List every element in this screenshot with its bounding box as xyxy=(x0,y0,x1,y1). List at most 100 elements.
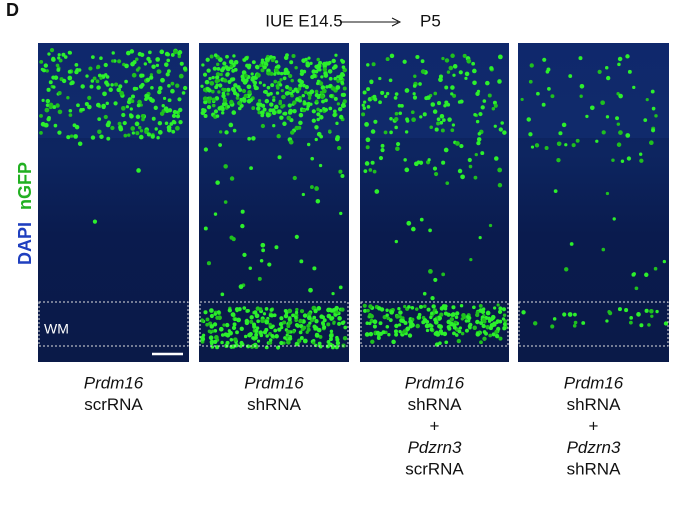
cell xyxy=(173,49,178,55)
cell xyxy=(236,317,241,323)
cell xyxy=(114,82,119,87)
cell xyxy=(294,322,300,328)
cell xyxy=(331,58,336,64)
cell xyxy=(233,337,238,342)
cell xyxy=(277,109,282,114)
cell xyxy=(263,89,268,95)
cell xyxy=(617,62,621,67)
cell xyxy=(314,186,319,191)
cell xyxy=(467,157,472,163)
cell xyxy=(328,106,333,111)
cell xyxy=(337,316,342,321)
cell xyxy=(343,325,348,330)
cell xyxy=(237,100,242,106)
cell xyxy=(437,101,442,106)
caption-line: + xyxy=(430,416,440,435)
cell xyxy=(395,314,400,319)
cell xyxy=(175,110,179,114)
cell xyxy=(283,336,287,340)
cell xyxy=(485,80,490,86)
cell xyxy=(395,146,400,152)
cell xyxy=(648,140,654,146)
cell xyxy=(137,99,142,105)
cell xyxy=(243,73,248,78)
cell xyxy=(331,292,335,296)
cell xyxy=(158,85,163,91)
cell xyxy=(307,311,312,317)
cell xyxy=(164,121,169,125)
cell xyxy=(412,92,416,96)
cell xyxy=(639,152,643,156)
cell xyxy=(375,330,381,336)
cell xyxy=(422,112,427,117)
cell xyxy=(131,131,135,135)
cell xyxy=(477,131,482,136)
header-left: IUE E14.5 xyxy=(265,11,343,30)
cell xyxy=(432,109,438,114)
cell xyxy=(218,326,224,332)
cell xyxy=(293,87,298,92)
cell xyxy=(429,327,434,332)
cell xyxy=(151,116,156,121)
cell xyxy=(325,85,329,89)
cell xyxy=(268,313,273,318)
cell xyxy=(438,77,443,83)
cell xyxy=(312,341,316,345)
cell xyxy=(334,136,340,142)
cell xyxy=(418,160,424,165)
cell xyxy=(233,59,239,65)
cell xyxy=(44,122,49,128)
cell xyxy=(497,182,503,188)
cell xyxy=(205,86,210,92)
cell xyxy=(205,322,209,327)
cell xyxy=(498,319,503,324)
cell xyxy=(137,51,143,57)
cell xyxy=(236,85,241,90)
cell xyxy=(604,66,609,70)
cell xyxy=(169,122,174,126)
cell xyxy=(283,55,289,61)
cell xyxy=(140,113,145,119)
cell xyxy=(489,66,494,71)
panels: WM xyxy=(38,43,669,362)
cell xyxy=(211,103,216,108)
cell xyxy=(472,80,477,86)
cell xyxy=(335,310,339,315)
cell xyxy=(233,317,237,322)
cell xyxy=(430,102,436,107)
cell xyxy=(395,141,401,147)
cell xyxy=(324,61,329,66)
cell xyxy=(39,59,44,64)
cell xyxy=(268,108,273,113)
cell xyxy=(164,62,169,67)
cell xyxy=(320,321,325,325)
cell xyxy=(154,127,158,131)
cell xyxy=(373,119,378,124)
cell xyxy=(290,130,295,135)
cell xyxy=(322,325,327,330)
cell xyxy=(488,333,493,338)
cell xyxy=(605,319,609,323)
cell xyxy=(285,329,291,335)
caption-line: shRNA xyxy=(567,459,622,478)
cell xyxy=(88,66,93,71)
cell xyxy=(200,84,204,88)
cell xyxy=(314,89,319,94)
cell xyxy=(378,100,382,105)
cell xyxy=(389,130,393,135)
cell xyxy=(466,319,471,323)
cell xyxy=(562,312,567,317)
cell xyxy=(138,134,144,140)
region-label: WM xyxy=(44,321,69,337)
cell xyxy=(578,56,583,61)
cell xyxy=(103,62,108,68)
cell xyxy=(45,103,50,107)
cell xyxy=(229,176,235,181)
cell xyxy=(178,119,183,125)
cell xyxy=(315,99,319,103)
cell xyxy=(261,103,266,108)
cell xyxy=(129,49,135,54)
cell xyxy=(536,91,540,96)
cell xyxy=(460,331,465,336)
cell xyxy=(306,323,311,329)
